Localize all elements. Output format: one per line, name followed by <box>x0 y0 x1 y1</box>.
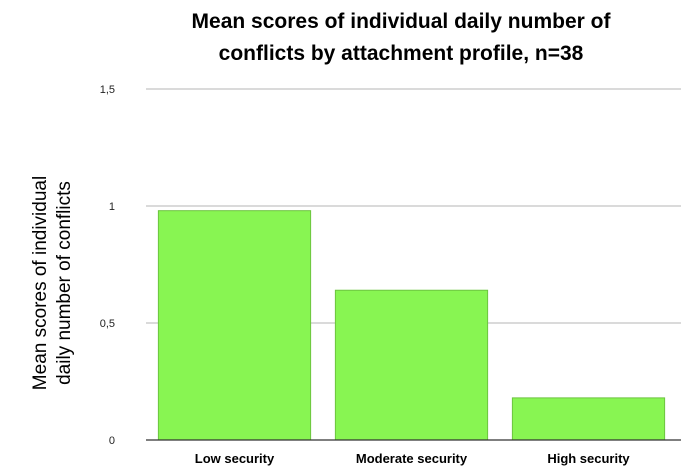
y-tick-label: 0 <box>109 435 115 447</box>
y-axis-label-line-2: daily number of conflicts <box>54 181 75 385</box>
y-tick-label: 0,5 <box>100 318 115 330</box>
x-tick-label: Moderate security <box>356 451 468 466</box>
bar <box>511 397 666 441</box>
x-tick-label: High security <box>547 451 630 466</box>
bar <box>157 210 312 441</box>
y-axis-label: Mean scores of individual daily number o… <box>30 176 75 390</box>
bar <box>334 289 489 441</box>
chart-title-line-1: Mean scores of individual daily number o… <box>191 10 611 33</box>
x-tick-labels: Low security Moderate security High securi… <box>195 451 631 466</box>
bars <box>157 210 666 441</box>
y-tick-labels: 0 0,5 1 1,5 <box>100 84 115 447</box>
y-tick-label: 1,5 <box>100 84 115 96</box>
y-tick-label: 1 <box>109 201 115 213</box>
chart-title-line-2: conflicts by attachment profile, n=38 <box>218 42 584 65</box>
x-tick-label: Low security <box>195 451 275 466</box>
y-axis-label-line-1: Mean scores of individual <box>30 176 51 390</box>
